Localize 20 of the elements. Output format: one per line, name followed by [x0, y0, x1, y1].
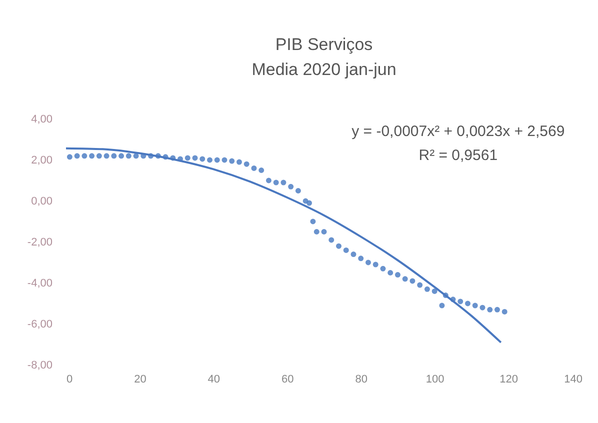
x-tick-label: 40	[208, 374, 220, 386]
x-tick-label: 120	[500, 374, 518, 386]
x-tick-label: 0	[66, 374, 73, 386]
y-tick-label: -8,00	[27, 360, 52, 372]
chart-title: PIB Serviços	[275, 35, 373, 54]
line-series	[65, 147, 502, 344]
y-tick-label: -4,00	[27, 278, 52, 290]
x-tick-label: 100	[426, 374, 444, 386]
annotation: R² = 0,9561	[418, 147, 498, 164]
y-tick-label: 2,00	[31, 154, 52, 166]
y-tick-label: -2,00	[27, 236, 52, 248]
x-tick-label: 80	[355, 374, 368, 386]
x-tick-label: 20	[134, 374, 146, 386]
annotation: y = -0,0007x² + 0,0023x + 2,569	[352, 123, 565, 140]
chart-subtitle: Media 2020 jan-jun	[252, 60, 396, 79]
y-tick-label: 4,00	[31, 114, 52, 126]
x-tick-label: 60	[282, 374, 294, 386]
x-tick-label: 140	[564, 374, 582, 386]
y-tick-label: -6,00	[27, 318, 52, 330]
y-tick-label: 0,00	[31, 196, 52, 208]
